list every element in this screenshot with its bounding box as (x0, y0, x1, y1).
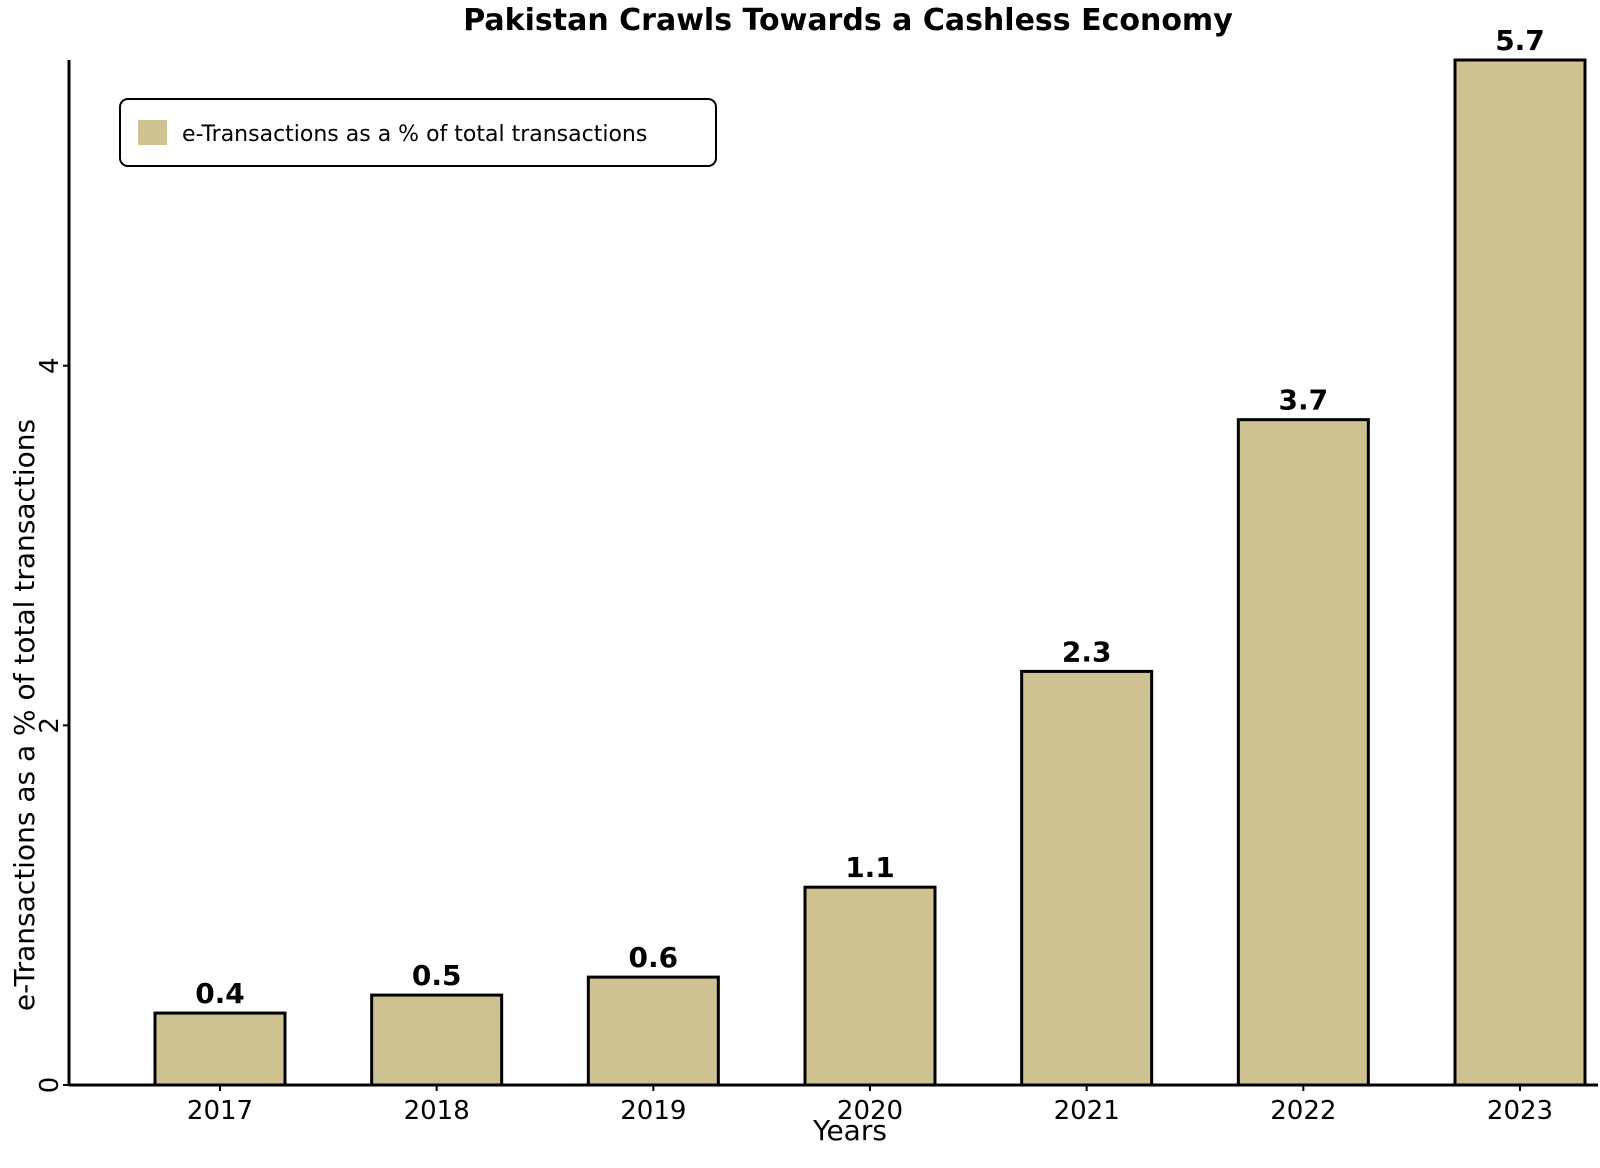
legend-label: e-Transactions as a % of total transacti… (182, 122, 647, 147)
bar-2020 (803, 885, 937, 1087)
y-ticks-layer: 0 2 4 (35, 357, 69, 1093)
legend-box (119, 98, 717, 167)
bar-value-label-2022: 3.7 (1279, 384, 1329, 417)
x-ticks-layer: 2017 2018 2019 2020 2021 2022 2023 (187, 1085, 1553, 1126)
bar-value-label-2018: 0.5 (412, 959, 462, 992)
y-tick-label-4: 4 (35, 357, 65, 374)
y-axis-label: e-Transactions as a % of total transacti… (8, 419, 41, 1011)
bar-value-label-2020: 1.1 (845, 851, 895, 884)
bars-layer: 0.4 0.5 0.6 1.1 2.3 3.7 5.7 (153, 24, 1587, 1087)
bar-2017 (153, 1011, 287, 1087)
x-tick-label-2020: 2020 (837, 1096, 903, 1126)
x-axis-label: Years (812, 1114, 887, 1147)
x-tick-label-2019: 2019 (620, 1096, 686, 1126)
chart-title: Pakistan Crawls Towards a Cashless Econo… (463, 3, 1233, 38)
bar-value-label-2017: 0.4 (195, 977, 245, 1010)
y-tick-label-2: 2 (35, 717, 65, 734)
x-tick-label-2022: 2022 (1270, 1096, 1336, 1126)
x-tick-label-2017: 2017 (187, 1096, 253, 1126)
legend-swatch (138, 120, 167, 145)
x-tick-label-2021: 2021 (1054, 1096, 1120, 1126)
bar-2019 (586, 975, 720, 1087)
bar-value-label-2019: 0.6 (629, 941, 679, 974)
y-tick-label-0: 0 (35, 1077, 65, 1094)
bar-2023 (1453, 58, 1587, 1087)
bar-value-label-2023: 5.7 (1495, 24, 1545, 57)
bar-2018 (370, 993, 504, 1087)
bar-2022 (1236, 418, 1370, 1087)
x-tick-label-2023: 2023 (1487, 1096, 1553, 1126)
x-tick-label-2018: 2018 (404, 1096, 470, 1126)
bar-value-label-2021: 2.3 (1062, 635, 1112, 668)
legend: e-Transactions as a % of total transacti… (119, 98, 717, 167)
bar-2021 (1020, 669, 1154, 1087)
